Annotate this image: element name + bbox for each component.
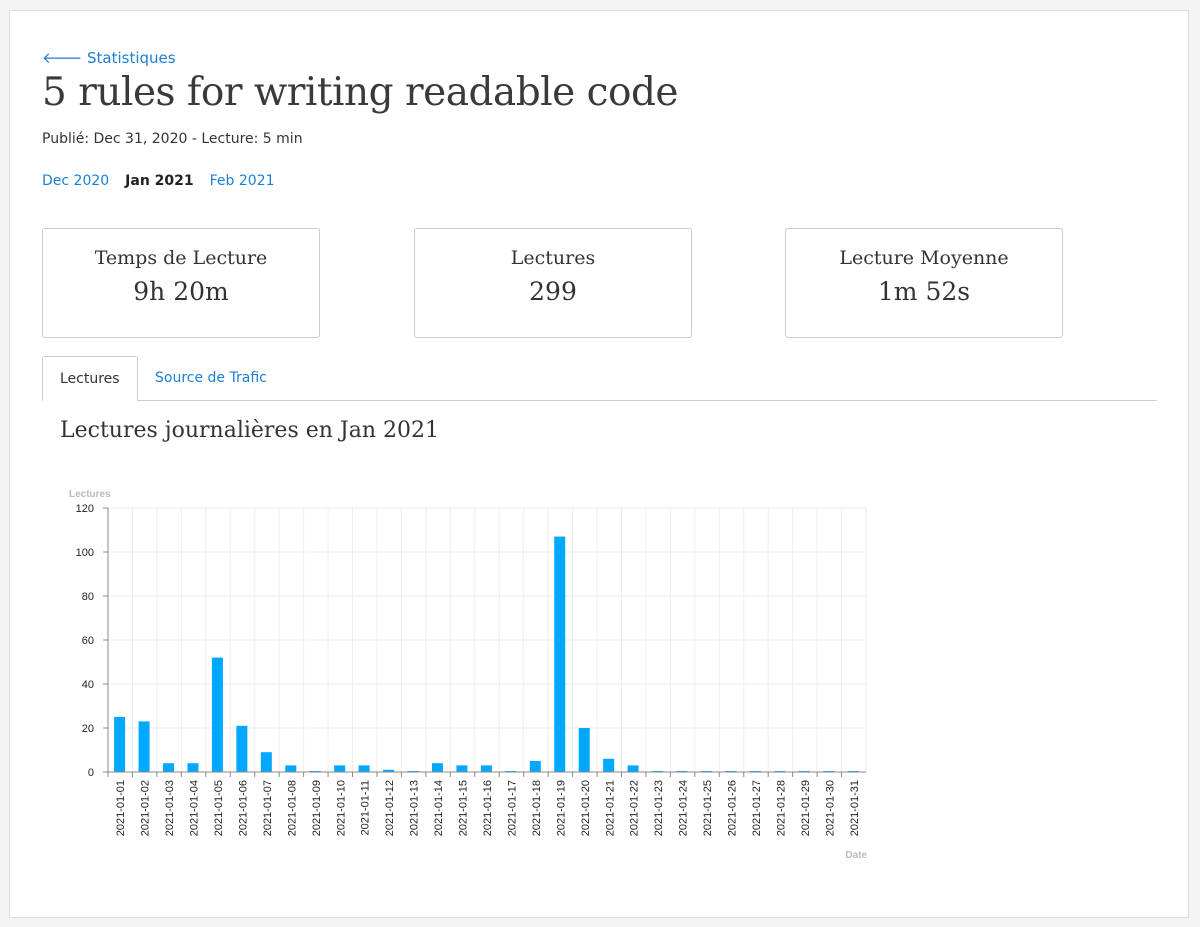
bar-2021-01-21: [603, 758, 615, 772]
month-current: Jan 2021: [125, 173, 194, 189]
y-tick-label: 120: [76, 503, 94, 515]
x-tick-label: 2021-01-08: [286, 780, 298, 836]
x-tick-label: 2021-01-16: [482, 780, 494, 836]
bar-2021-01-02: [138, 721, 150, 772]
stat-label: Temps de Lecture: [94, 247, 268, 269]
arrow-left-icon: 🡐: [42, 49, 83, 67]
x-tick-label: 2021-01-23: [653, 780, 665, 836]
x-tick-label: 2021-01-14: [433, 780, 445, 836]
bar-2021-01-08: [285, 765, 297, 772]
x-tick-label: 2021-01-03: [164, 780, 176, 836]
x-tick-label: 2021-01-29: [800, 780, 812, 836]
bar-2021-01-06: [236, 725, 248, 772]
bar-2021-01-11: [358, 765, 370, 772]
stat-reading-time: Temps de Lecture 9h 20m: [42, 228, 320, 338]
x-tick-label: 2021-01-15: [458, 780, 470, 836]
tab-lectures[interactable]: Lectures: [42, 356, 138, 401]
bar-2021-01-15: [456, 765, 468, 772]
y-tick-label: 80: [82, 591, 94, 603]
x-tick-label: 2021-01-21: [604, 780, 616, 836]
x-tick-label: 2021-01-27: [751, 780, 763, 836]
bar-2021-01-05: [211, 657, 223, 772]
month-nav: Dec 2020 Jan 2021 Feb 2021: [42, 173, 275, 189]
x-tick-label: 2021-01-05: [213, 780, 225, 836]
x-tick-label: 2021-01-09: [311, 780, 323, 836]
stat-average-read: Lecture Moyenne 1m 52s: [785, 228, 1063, 338]
month-prev-link[interactable]: Dec 2020: [42, 173, 110, 189]
stat-label: Lectures: [510, 247, 596, 269]
x-tick-label: 2021-01-19: [555, 780, 567, 836]
stat-label: Lecture Moyenne: [839, 247, 1009, 269]
chart-heading: Lectures journalières en Jan 2021: [60, 418, 439, 443]
stat-value: 9h 20m: [133, 277, 229, 306]
tab-traffic-source[interactable]: Source de Trafic: [155, 370, 267, 386]
bar-2021-01-03: [163, 763, 175, 772]
bar-2021-01-01: [114, 717, 126, 772]
x-tick-label: 2021-01-26: [727, 780, 739, 836]
x-tick-label: 2021-01-28: [775, 780, 787, 836]
publish-meta: Publié: Dec 31, 2020 - Lecture: 5 min: [42, 131, 303, 147]
page-title: 5 rules for writing readable code: [42, 70, 679, 115]
stat-value: 1m 52s: [877, 277, 971, 306]
y-tick-label: 40: [82, 679, 94, 691]
x-axis-title: Date: [845, 850, 867, 861]
y-tick-label: 60: [82, 635, 94, 647]
x-tick-label: 2021-01-11: [360, 780, 372, 835]
bar-2021-01-12: [383, 769, 395, 772]
stat-reads: Lectures 299: [414, 228, 692, 338]
x-tick-label: 2021-01-20: [580, 780, 592, 836]
bar-2021-01-20: [578, 728, 590, 772]
bar-2021-01-04: [187, 763, 199, 772]
x-tick-label: 2021-01-07: [262, 780, 274, 836]
x-tick-label: 2021-01-30: [824, 780, 836, 836]
x-tick-label: 2021-01-01: [115, 780, 127, 836]
back-link-label: Statistiques: [87, 49, 176, 67]
x-tick-label: 2021-01-17: [506, 780, 518, 836]
x-tick-label: 2021-01-24: [678, 780, 690, 836]
bar-2021-01-18: [529, 761, 541, 772]
x-tick-label: 2021-01-10: [335, 780, 347, 836]
bar-2021-01-07: [260, 752, 272, 772]
bar-2021-01-16: [480, 765, 492, 772]
x-tick-label: 2021-01-12: [384, 780, 396, 836]
stat-value: 299: [529, 277, 577, 306]
x-tick-label: 2021-01-22: [629, 780, 641, 836]
bar-2021-01-22: [627, 765, 639, 772]
y-axis-title: Lectures: [69, 489, 111, 500]
x-tick-label: 2021-01-18: [531, 780, 543, 836]
bar-2021-01-14: [431, 763, 443, 772]
y-tick-label: 20: [82, 723, 94, 735]
bar-2021-01-19: [554, 536, 566, 772]
y-tick-label: 0: [88, 767, 94, 779]
back-to-statistics-link[interactable]: 🡐 Statistiques: [42, 48, 176, 67]
tab-bar: Lectures Source de Trafic: [42, 356, 1157, 401]
x-tick-label: 2021-01-02: [140, 780, 152, 836]
bar-2021-01-10: [334, 765, 346, 772]
month-next-link[interactable]: Feb 2021: [209, 173, 275, 189]
x-tick-label: 2021-01-31: [849, 780, 861, 836]
x-tick-label: 2021-01-04: [189, 780, 201, 836]
x-tick-label: 2021-01-25: [702, 780, 714, 836]
x-tick-label: 2021-01-13: [409, 780, 421, 836]
x-tick-label: 2021-01-06: [237, 780, 249, 836]
y-tick-label: 100: [76, 547, 94, 559]
